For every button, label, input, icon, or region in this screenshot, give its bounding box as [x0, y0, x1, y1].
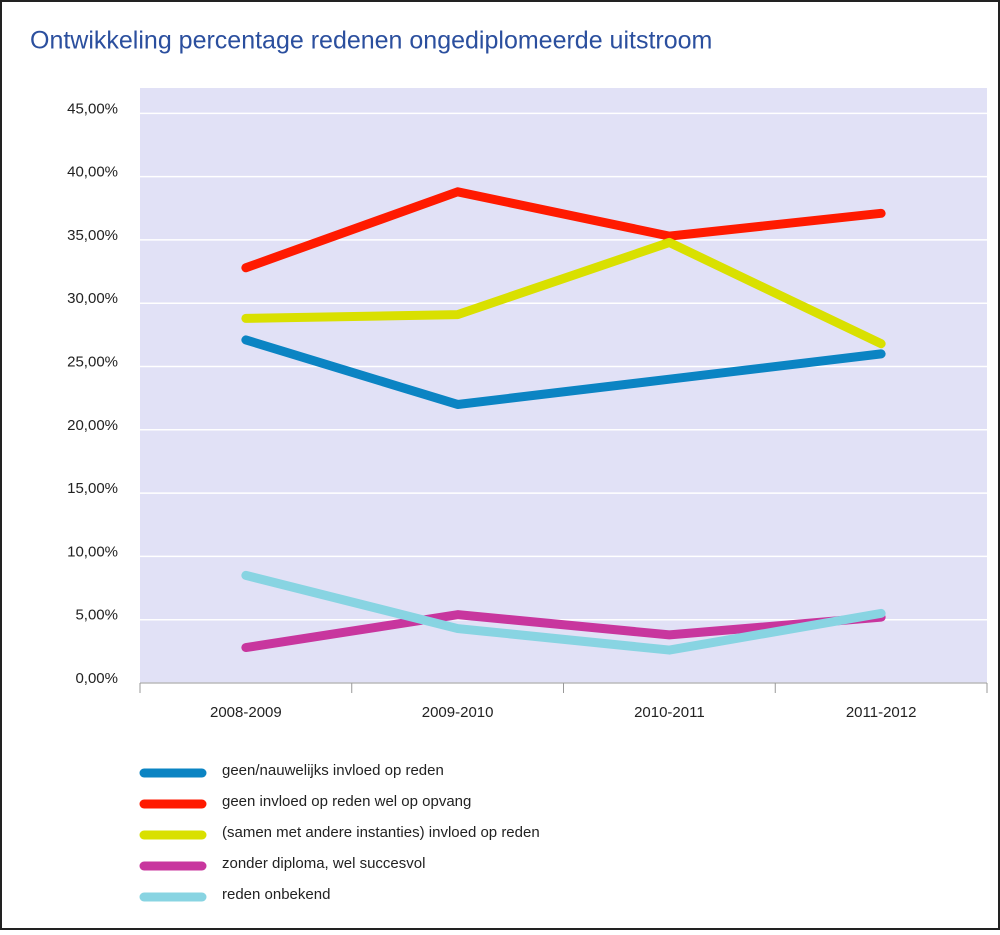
x-tick-label: 2010-2011 [634, 704, 705, 721]
series-line [241, 335, 886, 409]
y-tick-label: 15,00% [67, 480, 118, 497]
series-line [241, 187, 886, 273]
y-tick-label: 40,00% [67, 164, 118, 181]
series-line [241, 610, 886, 653]
x-tick-label: 2009-2010 [422, 704, 494, 721]
y-tick-label: 0,00% [75, 670, 118, 687]
y-tick-label: 10,00% [67, 543, 118, 560]
legend-label: reden onbekend [222, 886, 330, 903]
y-tick-label: 20,00% [67, 417, 118, 434]
x-tick-label: 2008-2009 [210, 704, 282, 721]
y-tick-label: 30,00% [67, 290, 118, 307]
series-line [241, 237, 886, 349]
y-tick-label: 5,00% [75, 607, 118, 624]
y-tick-label: 45,00% [67, 100, 118, 117]
y-tick-label: 25,00% [67, 353, 118, 370]
chart-title: Ontwikkeling percentage redenen ongedipl… [30, 27, 712, 55]
x-tick-label: 2011-2012 [846, 704, 917, 721]
legend-label: geen invloed op reden wel op opvang [222, 793, 471, 810]
legend-label: zonder diploma, wel succesvol [222, 855, 425, 872]
series-line [241, 570, 886, 655]
legend-label: geen/nauwelijks invloed op reden [222, 762, 444, 779]
legend-label: (samen met andere instanties) invloed op… [222, 824, 540, 841]
y-tick-label: 35,00% [67, 227, 118, 244]
